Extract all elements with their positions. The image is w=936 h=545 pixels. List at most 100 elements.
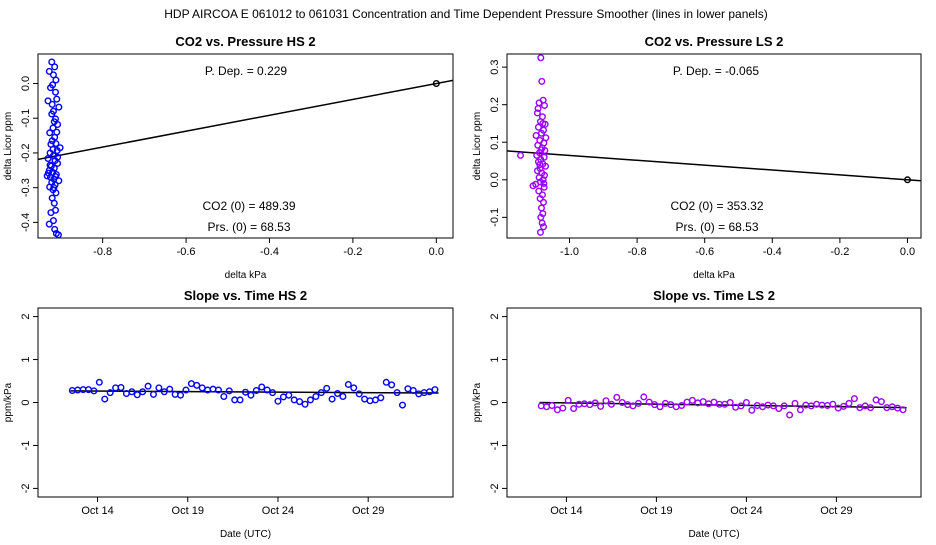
data-point: [877, 398, 885, 406]
data-point: [538, 219, 546, 227]
data-point: [541, 101, 549, 109]
x-tick-label: 0.0: [429, 246, 444, 258]
data-point: [54, 231, 62, 238]
panel-ls_slope: Slope vs. Time LS 2 Oct 14 Oct 19 Oct 24 Oct…: [472, 288, 922, 540]
x-tick-label: Oct 19: [172, 505, 204, 517]
data-point: [323, 384, 331, 392]
y-tick-label: -2: [20, 484, 32, 494]
data-point: [597, 402, 605, 410]
data-point: [334, 389, 342, 397]
data-point: [47, 209, 55, 217]
data-point: [48, 100, 56, 108]
data-point: [214, 386, 222, 394]
y-tick-label: -2: [489, 484, 501, 494]
y-tick-label: -0.3: [20, 178, 32, 197]
y-tick-label: 0.0: [20, 76, 32, 91]
data-point: [50, 199, 58, 207]
data-point: [241, 388, 249, 396]
x-tick-label: Oct 19: [640, 505, 672, 517]
x-tick-label: Oct 29: [820, 505, 852, 517]
panel-title: CO2 vs. Pressure HS 2: [175, 34, 315, 49]
y-tick-label: -1: [20, 441, 32, 451]
data-point: [517, 151, 525, 159]
data-point: [899, 406, 907, 414]
data-point: [629, 402, 637, 410]
data-point: [366, 397, 374, 405]
data-point: [317, 389, 325, 397]
data-point: [613, 393, 621, 401]
reference-point: [432, 80, 440, 88]
data-point: [393, 389, 401, 397]
x-tick-label: -0.2: [343, 246, 362, 258]
data-point: [306, 396, 314, 404]
data-point: [548, 402, 556, 410]
data-point: [543, 403, 551, 411]
y-axis-label: delta Licor ppm: [3, 112, 14, 180]
data-point: [737, 402, 745, 410]
data-point: [640, 393, 648, 401]
data-point: [656, 403, 664, 411]
x-tick-label: Oct 29: [352, 505, 384, 517]
data-point: [624, 401, 632, 409]
data-point: [559, 404, 567, 412]
data-point: [106, 389, 114, 397]
y-tick-label: 1: [489, 356, 501, 362]
data-point: [536, 161, 544, 169]
data-point: [537, 402, 545, 410]
data-point: [645, 398, 653, 406]
data-point: [536, 195, 544, 203]
y-tick-label: 0.2: [489, 97, 501, 112]
data-point: [539, 198, 547, 206]
data-point: [688, 396, 696, 404]
y-tick-label: -0.4: [20, 213, 32, 232]
y-tick-label: 0: [20, 399, 32, 405]
data-point: [409, 386, 417, 394]
data-point: [328, 395, 336, 403]
data-point: [53, 128, 61, 136]
data-point: [247, 391, 255, 399]
x-tick-label: Oct 24: [262, 505, 294, 517]
data-point: [45, 220, 53, 228]
plot-frame: [37, 53, 454, 239]
x-tick-label: Oct 24: [730, 505, 762, 517]
data-point: [53, 95, 61, 103]
data-point: [355, 390, 363, 398]
data-point: [602, 397, 610, 405]
y-axis-label: delta Licor ppm: [472, 112, 483, 180]
data-point: [160, 388, 168, 396]
y-axis-label: ppm/kPa: [472, 382, 483, 422]
panel-hs_pressure: CO2 vs. Pressure HS 2 -0.8 -0.6 -0.4 -0.2 0.0…: [3, 34, 454, 281]
data-point: [128, 388, 136, 396]
data-point: [225, 387, 233, 395]
data-point: [44, 97, 52, 105]
data-point: [193, 381, 201, 389]
panel-title: Slope vs. Time HS 2: [184, 288, 307, 303]
data-point: [570, 405, 578, 413]
fit-line: [38, 79, 453, 161]
annotation-co2_0: CO2 (0) = 353.32: [670, 199, 763, 213]
data-point: [535, 187, 543, 195]
y-tick-label: 1: [20, 356, 32, 362]
data-point: [775, 405, 783, 413]
data-point: [791, 399, 799, 407]
data-point: [144, 382, 152, 390]
data-point: [155, 384, 163, 392]
panel-hs_slope: Slope vs. Time HS 2 Oct 14 Oct 19 Oct 24 Oct…: [3, 288, 454, 540]
data-point: [269, 389, 277, 397]
data-point: [829, 400, 837, 408]
data-point: [312, 392, 320, 400]
data-point: [537, 54, 545, 62]
y-axis-label: ppm/kPa: [3, 382, 14, 422]
data-point: [44, 169, 52, 177]
data-point: [51, 63, 59, 71]
data-point: [48, 58, 56, 66]
data-point: [840, 402, 848, 410]
data-point: [607, 400, 615, 408]
data-point: [564, 396, 572, 404]
data-point: [536, 228, 544, 236]
data-point: [296, 398, 304, 406]
data-point: [591, 399, 599, 407]
data-point: [529, 182, 537, 190]
data-point: [54, 153, 62, 161]
